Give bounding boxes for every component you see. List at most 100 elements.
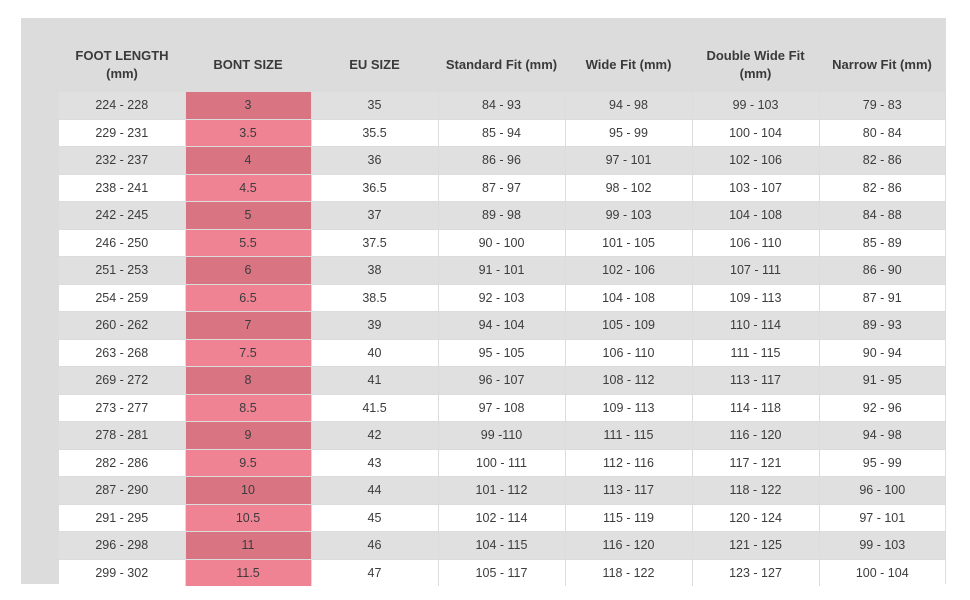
cell-narrow-fit: 84 - 88 <box>818 201 945 229</box>
header-wide-fit: Wide Fit (mm) <box>585 56 672 72</box>
header-bont-size: BONT SIZE <box>213 56 283 72</box>
cell-bont-size: 6.5 <box>184 283 311 312</box>
header-double-wide-fit: Double Wide Fit (mm) <box>706 47 805 81</box>
cell-bont-size: 5.5 <box>184 228 311 257</box>
table-row: 254 - 259 6.5 38.5 92 - 103 104 - 108 109 - 1… <box>59 283 945 312</box>
cell-bont-size: 10.5 <box>184 503 311 532</box>
cell-eu-size: 36.5 <box>310 173 438 202</box>
cell-double-wide-fit: 103 - 107 <box>691 173 819 202</box>
cell-foot-length: 229 - 231 <box>59 118 185 147</box>
cell-double-wide-fit: 107 - 111 <box>691 256 819 284</box>
cell-eu-size: 37 <box>310 201 438 229</box>
cell-eu-size: 46 <box>310 531 438 559</box>
table-row: 296 - 298 11 46 104 - 115 116 - 120 121 - 125… <box>59 531 945 559</box>
cell-foot-length: 273 - 277 <box>59 393 185 422</box>
cell-foot-length: 232 - 237 <box>59 146 185 174</box>
cell-eu-size: 47 <box>310 558 438 586</box>
cell-foot-length: 254 - 259 <box>59 283 185 312</box>
cell-wide-fit: 99 - 103 <box>564 201 692 229</box>
cell-wide-fit: 98 - 102 <box>564 173 692 202</box>
cell-wide-fit: 101 - 105 <box>564 228 692 257</box>
cell-bont-size: 9.5 <box>184 448 311 477</box>
cell-narrow-fit: 99 - 103 <box>818 531 945 559</box>
table-row: 232 - 237 4 36 86 - 96 97 - 101 102 - 106 82 -… <box>59 146 945 174</box>
cell-standard-fit: 86 - 96 <box>437 146 565 174</box>
cell-foot-length: 296 - 298 <box>59 531 185 559</box>
cell-foot-length: 260 - 262 <box>59 311 185 339</box>
cell-narrow-fit: 82 - 86 <box>818 173 945 202</box>
cell-standard-fit: 91 - 101 <box>437 256 565 284</box>
table-row: 224 - 228 3 35 84 - 93 94 - 98 99 - 103 79 - 8… <box>59 91 945 119</box>
cell-double-wide-fit: 100 - 104 <box>691 118 819 147</box>
header-eu-size: EU SIZE <box>349 56 400 72</box>
size-chart-panel: FOOT LENGTH (mm) BONT SIZE EU SIZE Stand… <box>21 18 946 586</box>
cell-standard-fit: 100 - 111 <box>437 448 565 477</box>
cell-foot-length: 269 - 272 <box>59 366 185 394</box>
cell-standard-fit: 85 - 94 <box>437 118 565 147</box>
header-foot-length: FOOT LENGTH (mm) <box>75 47 169 81</box>
cell-double-wide-fit: 120 - 124 <box>691 503 819 532</box>
cell-eu-size: 41.5 <box>310 393 438 422</box>
cell-narrow-fit: 97 - 101 <box>818 503 945 532</box>
cell-bont-size: 7 <box>184 311 311 339</box>
cell-narrow-fit: 92 - 96 <box>818 393 945 422</box>
cell-double-wide-fit: 114 - 118 <box>691 393 819 422</box>
cell-narrow-fit: 90 - 94 <box>818 338 945 367</box>
table-header-row: FOOT LENGTH (mm) BONT SIZE EU SIZE Stand… <box>59 38 945 92</box>
cell-bont-size: 8.5 <box>184 393 311 422</box>
cell-wide-fit: 94 - 98 <box>564 91 692 119</box>
cell-eu-size: 36 <box>310 146 438 174</box>
cell-narrow-fit: 86 - 90 <box>818 256 945 284</box>
table-row: 229 - 231 3.5 35.5 85 - 94 95 - 99 100 - 104 8… <box>59 118 945 147</box>
table-row: 278 - 281 9 42 99 -110 111 - 115 116 - 120 94 … <box>59 421 945 449</box>
cell-eu-size: 42 <box>310 421 438 449</box>
table-row: 282 - 286 9.5 43 100 - 111 112 - 116 117 - 12… <box>59 448 945 477</box>
cell-standard-fit: 90 - 100 <box>437 228 565 257</box>
cell-narrow-fit: 80 - 84 <box>818 118 945 147</box>
cell-double-wide-fit: 99 - 103 <box>691 91 819 119</box>
header-narrow-fit: Narrow Fit (mm) <box>832 56 932 72</box>
cell-foot-length: 246 - 250 <box>59 228 185 257</box>
cell-narrow-fit: 91 - 95 <box>818 366 945 394</box>
cell-foot-length: 291 - 295 <box>59 503 185 532</box>
table-row: 263 - 268 7.5 40 95 - 105 106 - 110 111 - 115… <box>59 338 945 367</box>
cell-standard-fit: 99 -110 <box>437 421 565 449</box>
cell-standard-fit: 101 - 112 <box>437 476 565 504</box>
cell-standard-fit: 105 - 117 <box>437 558 565 586</box>
table-row: 242 - 245 5 37 89 - 98 99 - 103 104 - 108 84 -… <box>59 201 945 229</box>
cell-bont-size: 9 <box>184 421 311 449</box>
table-row: 238 - 241 4.5 36.5 87 - 97 98 - 102 103 - 107… <box>59 173 945 202</box>
cell-bont-size: 5 <box>184 201 311 229</box>
cell-double-wide-fit: 118 - 122 <box>691 476 819 504</box>
cell-foot-length: 287 - 290 <box>59 476 185 504</box>
cell-eu-size: 35 <box>310 91 438 119</box>
cell-standard-fit: 89 - 98 <box>437 201 565 229</box>
table-row: 251 - 253 6 38 91 - 101 102 - 106 107 - 111 86… <box>59 256 945 284</box>
cell-narrow-fit: 96 - 100 <box>818 476 945 504</box>
cell-wide-fit: 108 - 112 <box>564 366 692 394</box>
cell-wide-fit: 95 - 99 <box>564 118 692 147</box>
table-row: 273 - 277 8.5 41.5 97 - 108 109 - 113 114 - 1… <box>59 393 945 422</box>
cell-eu-size: 41 <box>310 366 438 394</box>
cell-foot-length: 299 - 302 <box>59 558 185 586</box>
cell-double-wide-fit: 109 - 113 <box>691 283 819 312</box>
cell-wide-fit: 109 - 113 <box>564 393 692 422</box>
header-standard-fit: Standard Fit (mm) <box>445 56 558 72</box>
cell-standard-fit: 104 - 115 <box>437 531 565 559</box>
size-chart-body: 224 - 228 3 35 84 - 93 94 - 98 99 - 103 79 - 8… <box>59 91 945 586</box>
cell-eu-size: 38.5 <box>310 283 438 312</box>
cell-eu-size: 37.5 <box>310 228 438 257</box>
cell-wide-fit: 115 - 119 <box>564 503 692 532</box>
cell-double-wide-fit: 113 - 117 <box>691 366 819 394</box>
cell-wide-fit: 105 - 109 <box>564 311 692 339</box>
cell-narrow-fit: 82 - 86 <box>818 146 945 174</box>
cell-double-wide-fit: 123 - 127 <box>691 558 819 586</box>
cell-eu-size: 43 <box>310 448 438 477</box>
size-chart-table: FOOT LENGTH (mm) BONT SIZE EU SIZE Stand… <box>59 38 945 586</box>
cell-narrow-fit: 79 - 83 <box>818 91 945 119</box>
cell-double-wide-fit: 116 - 120 <box>691 421 819 449</box>
cell-wide-fit: 104 - 108 <box>564 283 692 312</box>
cell-wide-fit: 102 - 106 <box>564 256 692 284</box>
cell-eu-size: 38 <box>310 256 438 284</box>
cell-wide-fit: 97 - 101 <box>564 146 692 174</box>
